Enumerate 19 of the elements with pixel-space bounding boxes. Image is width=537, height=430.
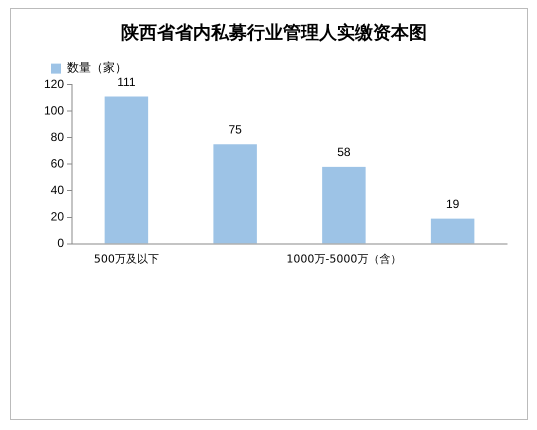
chart-title: 陕西省省内私募行业管理人实缴资本图	[121, 22, 427, 44]
y-tick-label: 100	[44, 103, 64, 118]
data-label: 19	[446, 196, 460, 211]
x-tick-label: 1000万-5000万（含）	[286, 252, 402, 266]
y-tick-label: 20	[50, 210, 64, 224]
x-tick-label: 500万及以下	[94, 252, 159, 266]
y-tick-label: 80	[50, 130, 64, 144]
y-tick-label: 0	[57, 236, 64, 250]
bar	[104, 96, 148, 244]
y-tick-label: 40	[50, 183, 64, 198]
data-label: 75	[228, 122, 242, 137]
data-label: 111	[117, 74, 136, 89]
bar	[430, 218, 474, 244]
y-tick-label: 120	[44, 76, 64, 91]
legend-label: 数量（家）	[67, 60, 127, 75]
data-label: 58	[337, 145, 351, 160]
y-tick-label: 60	[50, 156, 64, 171]
bar	[213, 144, 257, 244]
bar	[322, 166, 366, 244]
